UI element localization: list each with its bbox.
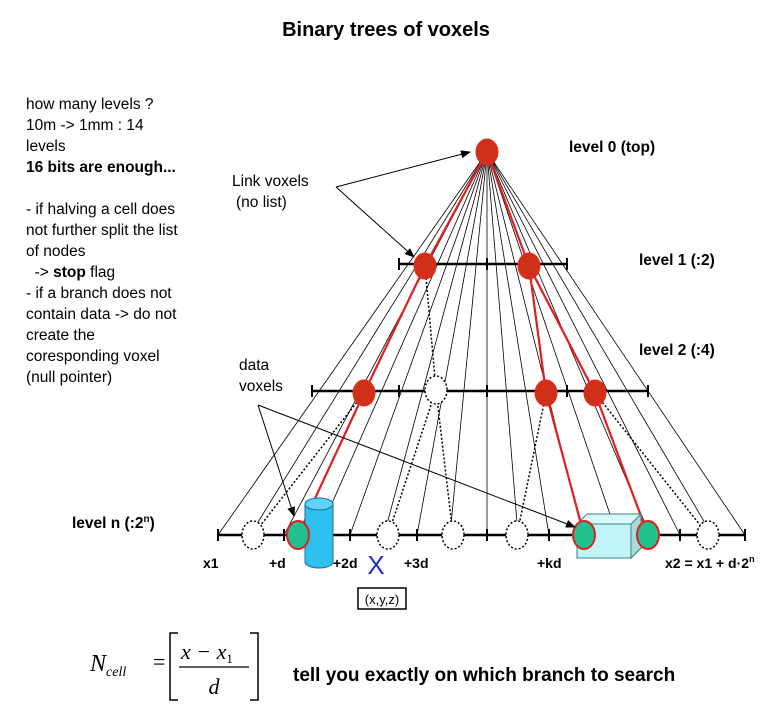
point-marker: X [367,550,384,580]
link-voxel-node [475,138,499,166]
fan-line [217,151,488,536]
x2-label: x2 = x1 + d·2n [665,554,755,571]
data-branch-line [593,392,650,536]
null-branch-line [435,389,454,536]
level-2-label: level 2 (:4) [639,342,715,359]
slide-title: Binary trees of voxels [282,19,490,41]
fan-line [486,151,618,536]
link-voxel-node [517,252,541,280]
data-voxel-node [286,520,310,550]
note-line: how many levels ? [26,96,154,113]
null-voxel-node [376,520,400,550]
null-voxel-node [424,375,448,405]
data-branch-line [528,265,596,394]
null-voxel-node [241,520,265,550]
data-voxel-node [572,520,596,550]
fan-line [486,151,746,536]
axis-labels: x1 +d +2d +3d +kd x2 = x1 + d·2n [203,554,755,571]
data-branch-line [485,151,531,267]
voxel-nodes [241,138,720,550]
note-line: (null pointer) [26,369,113,386]
fan-line [416,151,488,536]
note-line: 10m -> 1mm : 14 [26,117,144,134]
3d-label: +3d [404,555,429,571]
point-box [357,587,407,610]
annotation-arrows [257,150,576,528]
kd-label: +kd [537,555,562,571]
fan-line [486,151,713,536]
formula-numerator: x − x1 [180,639,233,666]
data-branch-line [363,265,426,394]
formula-eq: = [153,649,165,674]
null-branch-line [516,392,547,536]
link-voxel-node [413,252,437,280]
cylinder-object [304,497,334,569]
data-branch-line [424,151,488,267]
data-branch-line [527,265,548,394]
null-voxel-node [505,520,529,550]
axis-ticks [217,258,746,541]
link-voxel-node [583,379,607,407]
note-line: - if halving a cell does [26,201,176,218]
note-line: levels [26,138,66,155]
note-line: coresponding voxel [26,348,160,365]
note-line: - if a branch does not [26,285,172,302]
data-branches [297,151,650,536]
note-line: contain data -> do not [26,306,177,323]
d-label: +d [269,555,286,571]
formula: Ncell = x − x1 d [89,632,259,701]
level-0-label: level 0 (top) [569,139,655,156]
null-voxel-node [441,520,465,550]
2d-label: +2d [333,555,358,571]
fan-line [317,151,488,536]
data-branch-line [544,392,586,536]
null-voxel-node [696,520,720,550]
data-label: data [239,357,270,374]
note-line: not further split the list [26,222,178,239]
null-branch-line [387,389,437,536]
level-1-label: level 1 (:2) [639,252,715,269]
fan-line [383,151,488,536]
level-n-label: level n (:2n) [72,514,155,532]
fan-line [249,151,488,536]
null-branch-line [424,265,437,391]
data-voxel-node [636,520,660,550]
fan-line [349,151,488,536]
floor-brackets [169,632,259,701]
note-line: of nodes [26,243,86,260]
no-list-label: (no list) [236,194,287,211]
notes-text: how many levels ? 10m -> 1mm : 14 levels 16… [26,94,226,388]
note-line [26,178,226,199]
point-label: (x,y,z) [365,592,399,607]
note-line: create the [26,327,95,344]
formula-caption: tell you exactly on which branch to sear… [293,665,675,686]
link-voxels-label: Link voxels [232,173,309,190]
null-branches [252,265,709,536]
fan-line [486,151,519,536]
voxels-label: voxels [239,378,283,395]
fan-line [486,151,550,536]
link-voxel-node [534,379,558,407]
note-line: 16 bits are enough... [26,159,176,176]
formula-denominator: d [209,674,221,699]
formula-lhs: Ncell [89,651,126,680]
note-line: -> stop flag [26,264,116,281]
level-axes [218,262,745,537]
fan-line [486,151,681,536]
link-voxel-node [352,379,376,407]
fan-line [449,151,488,536]
x1-label: x1 [203,555,219,571]
